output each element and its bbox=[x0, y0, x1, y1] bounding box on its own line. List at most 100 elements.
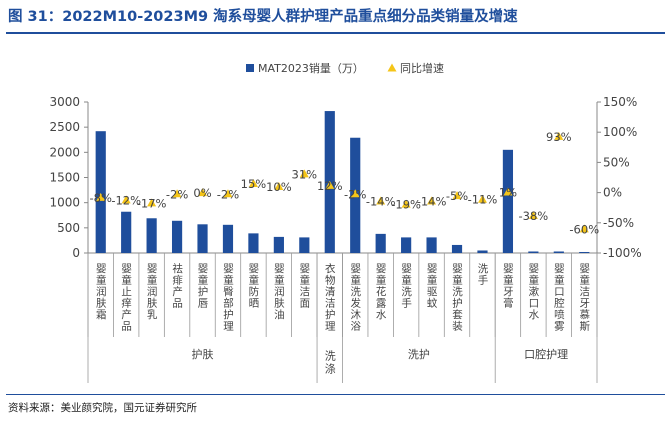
y-right-tick-label: 100% bbox=[603, 125, 637, 139]
legend-label-bar: MAT2023销量（万） bbox=[258, 61, 364, 75]
growth-label: -38% bbox=[519, 209, 549, 223]
category-label: 衣物清洁护理 bbox=[324, 262, 336, 332]
category-label: 婴童润肤乳 bbox=[146, 263, 158, 321]
chart: MAT2023销量（万） 同比增速 0 500 1000 1500 2000 2500 300… bbox=[49, 61, 642, 383]
growth-label: -12% bbox=[111, 193, 141, 207]
growth-label: -60% bbox=[569, 222, 599, 236]
bar bbox=[146, 218, 157, 253]
category-label: 婴童止痒产品 bbox=[120, 263, 132, 332]
y-right-tick-label: 0% bbox=[603, 186, 622, 200]
category-label: 婴童洗护套装 bbox=[451, 263, 463, 332]
bar bbox=[401, 237, 412, 253]
title-rule bbox=[6, 32, 665, 34]
category-label: 婴童洗手 bbox=[400, 263, 412, 309]
y-right-tick-label: -50% bbox=[603, 216, 634, 230]
group-label: 口腔护理 bbox=[524, 347, 568, 361]
y-left-tick-label: 3000 bbox=[49, 95, 80, 109]
growth-marker bbox=[554, 131, 564, 140]
category-label: 婴童护唇 bbox=[197, 263, 209, 309]
y-left-tick-label: 2000 bbox=[49, 145, 80, 159]
growth-label: -17% bbox=[137, 196, 167, 210]
bar bbox=[579, 251, 590, 253]
y-right-tick-label: -100% bbox=[603, 246, 642, 260]
category-label: 婴童洁面 bbox=[298, 263, 310, 309]
bar bbox=[426, 237, 437, 253]
growth-label: -14% bbox=[417, 195, 447, 209]
growth-label: -14% bbox=[366, 195, 396, 209]
growth-label: 31% bbox=[292, 167, 318, 181]
category-label: 婴童防晒 bbox=[247, 263, 259, 309]
source-note: 资料来源：美业颜究院，国元证券研究所 bbox=[8, 402, 197, 414]
legend-label-growth: 同比增速 bbox=[400, 61, 444, 75]
category-label: 婴童牙膏 bbox=[502, 263, 514, 309]
growth-marker bbox=[299, 169, 309, 178]
legend-swatch-bar bbox=[246, 64, 254, 72]
bar bbox=[95, 131, 106, 253]
growth-marker bbox=[274, 182, 284, 191]
growth-marker bbox=[248, 179, 258, 188]
bar bbox=[451, 244, 463, 253]
growth-marker bbox=[452, 191, 462, 200]
category-label: 洗手 bbox=[476, 263, 488, 286]
y-right-tick-label: 150% bbox=[603, 95, 637, 109]
category-label: 婴童口腔喷雾 bbox=[553, 263, 565, 332]
y-left-tick-label: 500 bbox=[57, 221, 80, 235]
bar bbox=[121, 211, 132, 253]
growth-label: -11% bbox=[468, 193, 498, 207]
growth-label: -2% bbox=[344, 187, 366, 201]
growth-marker bbox=[198, 188, 208, 197]
category-label: 婴童臀部护理 bbox=[222, 263, 234, 332]
y-left-tick-label: 1000 bbox=[49, 196, 80, 210]
growth-label: 0% bbox=[193, 186, 211, 200]
bar bbox=[375, 233, 386, 253]
growth-label: 12% bbox=[317, 179, 343, 193]
growth-marker bbox=[579, 224, 589, 233]
bar bbox=[273, 236, 284, 253]
growth-marker bbox=[172, 189, 182, 198]
growth-label: 93% bbox=[546, 130, 572, 144]
bar bbox=[197, 224, 208, 253]
growth-marker bbox=[528, 211, 538, 220]
growth-label: -2% bbox=[217, 187, 239, 201]
category-label: 婴童洗发沐浴 bbox=[349, 263, 361, 332]
y-left-tick-label: 2500 bbox=[49, 120, 80, 134]
category-label: 婴童润肤霜 bbox=[95, 263, 107, 321]
chart-axes: 0 500 1000 1500 2000 2500 3000 -100% -50% 0% 50% 10… bbox=[49, 95, 641, 260]
bar bbox=[171, 220, 183, 253]
bar bbox=[553, 251, 564, 253]
category-label: 婴童润肤油 bbox=[273, 263, 285, 321]
growth-marker bbox=[427, 196, 437, 205]
growth-label: 10% bbox=[266, 180, 292, 194]
growth-series: -8% -12%-17%-2% 0% -2%15% 10%31%12%-2%-14%-1… bbox=[90, 130, 600, 236]
growth-marker bbox=[325, 180, 335, 189]
bar bbox=[222, 224, 234, 253]
growth-marker bbox=[223, 189, 233, 198]
growth-marker bbox=[503, 187, 513, 196]
y-right-tick-label: 50% bbox=[603, 155, 630, 169]
category-label: 婴童驱蚊 bbox=[426, 263, 438, 309]
category-label: 婴童花露水 bbox=[375, 263, 387, 321]
growth-marker bbox=[350, 189, 360, 198]
growth-label: 15% bbox=[241, 177, 267, 191]
chart-legend: MAT2023销量（万） 同比增速 bbox=[246, 61, 444, 75]
growth-marker bbox=[147, 198, 157, 207]
growth-marker bbox=[477, 194, 487, 203]
group-labels: 护肤 洗涤 洗护 口腔护理 bbox=[87, 253, 598, 383]
bar bbox=[248, 233, 259, 253]
footer-rule bbox=[6, 394, 665, 395]
bar bbox=[477, 250, 488, 253]
figure-title: 图 31：2022M10-2023M9 淘系母婴人群护理产品重点细分品类销量及增… bbox=[8, 9, 518, 25]
legend-marker-growth bbox=[387, 63, 397, 72]
category-label: 婴童洁牙慕斯 bbox=[578, 263, 590, 332]
growth-label: -19% bbox=[391, 198, 421, 212]
group-label: 护肤 bbox=[192, 347, 214, 361]
growth-marker bbox=[96, 192, 106, 201]
y-left-tick-label: 0 bbox=[72, 246, 80, 260]
growth-marker bbox=[376, 196, 386, 205]
group-label: 洗涤 bbox=[323, 350, 336, 376]
growth-marker bbox=[121, 195, 131, 204]
growth-label: -5% bbox=[446, 189, 468, 203]
y-left-tick-label: 1500 bbox=[49, 171, 80, 185]
group-label: 洗护 bbox=[408, 347, 430, 361]
growth-label: 1% bbox=[499, 185, 517, 199]
